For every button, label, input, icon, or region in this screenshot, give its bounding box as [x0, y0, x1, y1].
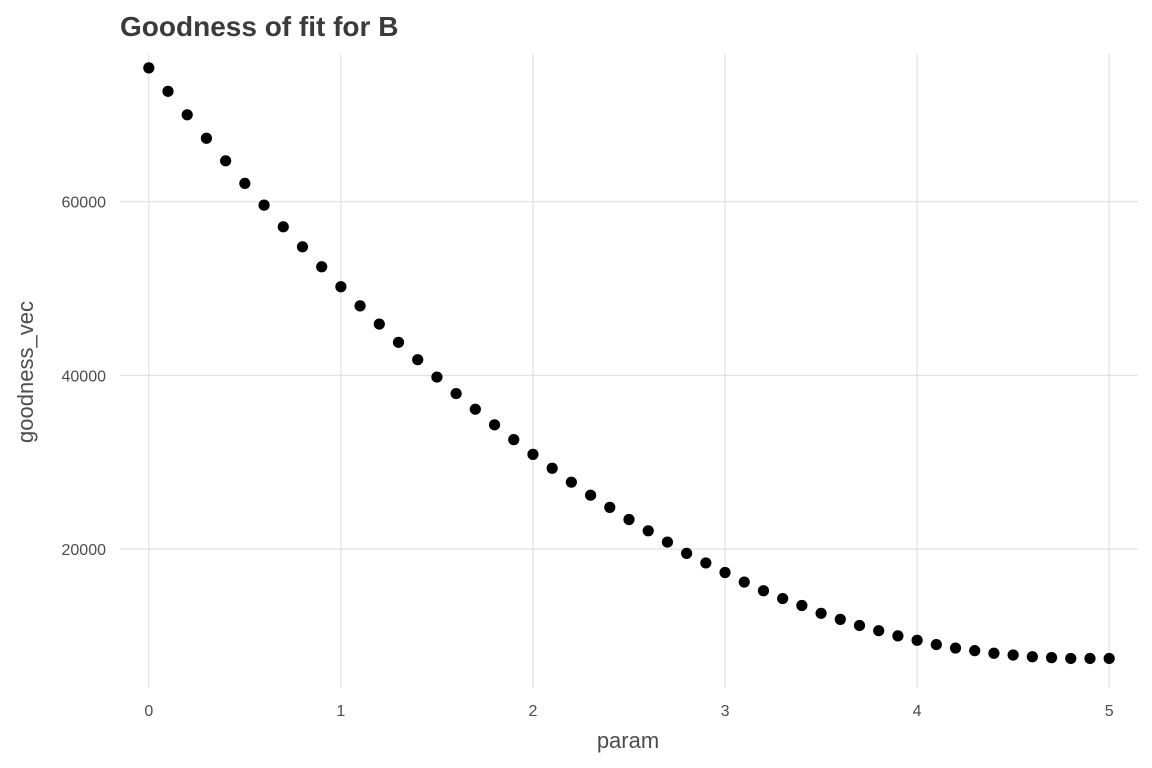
data-point	[1084, 652, 1096, 665]
data-point	[258, 199, 270, 211]
data-point	[757, 585, 770, 597]
y-axis-ticks: 20000 40000 60000	[62, 195, 107, 559]
data-point	[873, 625, 885, 637]
x-tick-label: 0	[144, 703, 153, 720]
data-point	[815, 607, 827, 619]
y-tick-label: 20000	[62, 542, 107, 559]
data-point	[392, 336, 405, 348]
data-point	[239, 177, 251, 190]
data-point	[296, 241, 309, 253]
data-point	[853, 619, 866, 632]
chart-title: Goodness of fit for B	[120, 11, 398, 42]
data-point	[892, 630, 904, 642]
data-point	[834, 613, 846, 625]
data-point	[412, 354, 424, 366]
data-point	[1026, 651, 1038, 663]
data-point	[469, 403, 481, 415]
data-point	[143, 62, 155, 74]
x-tick-label: 4	[913, 703, 922, 720]
data-point	[584, 489, 597, 501]
data-point	[604, 501, 616, 513]
data-point	[527, 448, 539, 460]
x-axis-label: param	[597, 728, 659, 753]
data-point	[316, 261, 328, 273]
data-points	[143, 62, 1115, 665]
data-point	[431, 371, 443, 383]
y-axis-label: goodness_vec	[13, 301, 38, 443]
data-point	[488, 419, 501, 431]
data-point	[1103, 652, 1115, 665]
data-point	[930, 638, 942, 651]
data-point	[200, 132, 213, 144]
data-point	[546, 462, 558, 474]
data-point	[1065, 652, 1077, 665]
x-tick-label: 1	[336, 703, 345, 720]
data-point	[681, 547, 693, 559]
data-point	[623, 513, 635, 526]
data-point	[162, 85, 174, 97]
data-point	[777, 592, 789, 605]
data-point	[354, 300, 366, 312]
data-point	[969, 645, 981, 657]
data-point	[508, 434, 520, 446]
x-tick-label: 2	[529, 703, 538, 720]
data-point	[911, 634, 923, 646]
data-point	[565, 476, 577, 488]
data-point	[949, 642, 962, 654]
data-point	[796, 599, 808, 612]
data-point	[700, 557, 712, 569]
y-tick-label: 60000	[62, 195, 107, 212]
data-point	[719, 566, 731, 579]
data-point	[335, 281, 347, 293]
data-point	[642, 525, 654, 537]
x-axis-ticks: 0 1 2 3 4 5	[144, 703, 1113, 720]
data-point	[181, 109, 193, 121]
data-point	[1007, 649, 1019, 661]
grid	[120, 54, 1138, 688]
x-tick-label: 5	[1105, 703, 1114, 720]
data-point	[738, 576, 750, 588]
x-tick-label: 3	[721, 703, 730, 720]
data-point	[661, 536, 674, 548]
data-point	[373, 318, 385, 330]
data-point	[1045, 652, 1058, 664]
y-tick-label: 40000	[62, 368, 107, 385]
data-point	[220, 155, 232, 167]
data-point	[450, 387, 462, 400]
data-point	[277, 221, 289, 233]
data-point	[988, 647, 1000, 659]
